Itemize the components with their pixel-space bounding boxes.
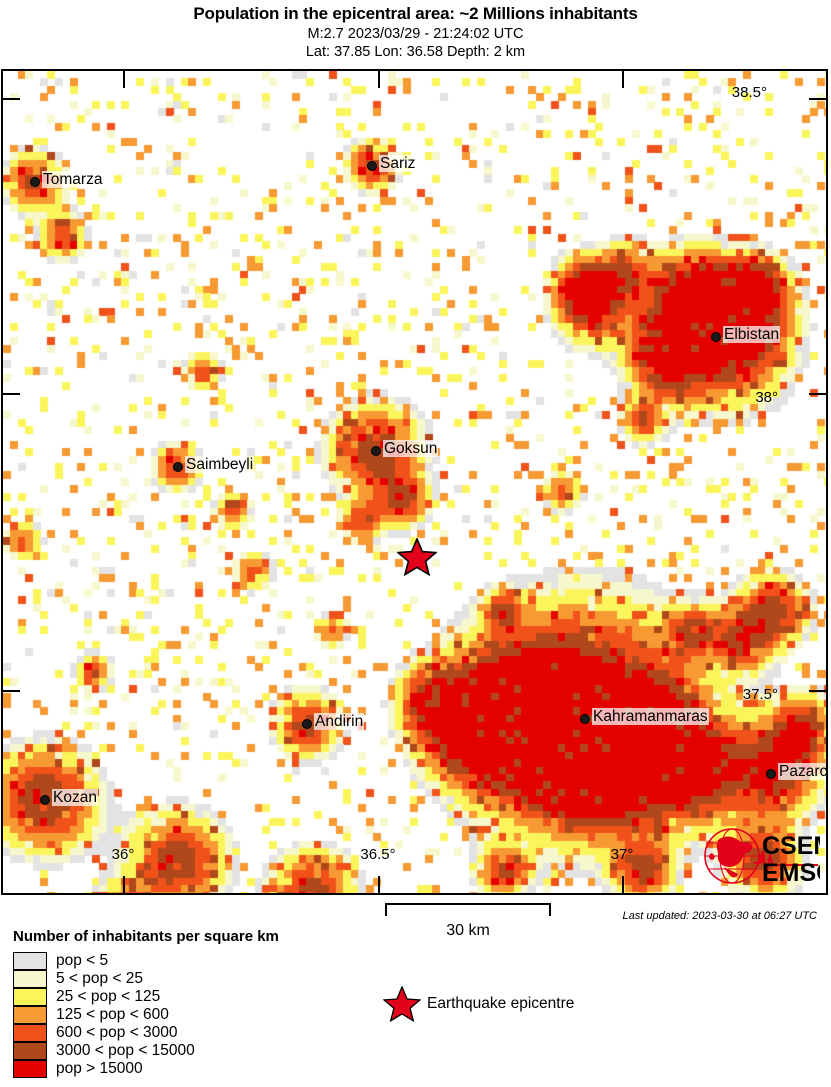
legend-row: 600 < pop < 3000 (13, 1024, 413, 1042)
legend: Number of inhabitants per square km pop … (13, 928, 413, 1078)
city-label: Pazarcik (778, 763, 826, 780)
legend-color-swatch (13, 988, 47, 1006)
legend-color-swatch (13, 1042, 47, 1060)
legend-color-swatch (13, 1060, 47, 1078)
graticule-tick (123, 876, 125, 893)
population-raster-canvas (3, 71, 826, 893)
legend-row: 25 < pop < 125 (13, 988, 413, 1006)
legend-row: pop > 15000 (13, 1060, 413, 1078)
scale-bar-label: 30 km (446, 922, 490, 939)
legend-item-label: 5 < pop < 25 (56, 970, 144, 987)
graticule-tick (3, 98, 20, 100)
city-label: Andirin (314, 713, 365, 730)
graticule-label: 37° (610, 846, 634, 863)
logo-line2: EMSC (762, 859, 820, 887)
legend-color-swatch (13, 1024, 47, 1042)
city-dot-icon (302, 719, 312, 729)
city-dot-icon (30, 177, 40, 187)
city-dot-icon (173, 462, 183, 472)
legend-row: 5 < pop < 25 (13, 970, 413, 988)
city-label: Elbistan (723, 326, 781, 343)
graticule-tick (622, 71, 624, 88)
logo-line1: CSEM (762, 832, 820, 860)
legend-color-swatch (13, 970, 47, 988)
graticule-label: 38° (755, 389, 778, 406)
graticule-tick (809, 690, 826, 692)
event-magnitude-time: M:2.7 2023/03/29 - 21:24:02 UTC (307, 26, 524, 42)
legend-item-label: 25 < pop < 125 (56, 988, 161, 1005)
city-dot-icon (711, 332, 721, 342)
city-label: Tomarza (42, 171, 104, 188)
graticule-tick (3, 393, 20, 395)
city-label: Goksun (383, 440, 439, 457)
legend-color-swatch (13, 952, 47, 970)
graticule-tick (809, 98, 826, 100)
legend-item-label: pop > 15000 (56, 1060, 143, 1077)
scale-bar-line (385, 903, 551, 916)
graticule-tick (809, 393, 826, 395)
legend-row: 3000 < pop < 15000 (13, 1042, 413, 1060)
city-dot-icon (371, 446, 381, 456)
city-label: Saimbeyli (185, 456, 255, 473)
city-label: Kahramanmaras (592, 708, 709, 725)
city-dot-icon (40, 795, 50, 805)
graticule-tick (378, 876, 380, 893)
legend-item-label: pop < 5 (56, 952, 109, 969)
legend-item-label: 3000 < pop < 15000 (56, 1042, 195, 1059)
graticule-label: 38.5° (731, 84, 767, 101)
city-dot-icon (580, 714, 590, 724)
legend-item-label: 125 < pop < 600 (56, 1006, 169, 1023)
legend-color-swatch (13, 1006, 47, 1024)
event-location: Lat: 37.85 Lon: 36.58 Depth: 2 km (305, 44, 526, 60)
epicentre-star-icon (383, 986, 421, 1022)
city-label: Kozan (52, 789, 98, 806)
population-density-map[interactable]: 38.5° 38° 37.5° 36° 36.5° 37° Tomarza Sariz Elb… (1, 69, 828, 895)
scale-bar: 30 km (385, 903, 551, 940)
graticule-label: 36.5° (360, 846, 396, 863)
population-raster (3, 71, 826, 893)
city-label: Sariz (379, 155, 417, 172)
legend-item-label: 600 < pop < 3000 (56, 1024, 178, 1041)
graticule-tick (3, 690, 20, 692)
city-dot-icon (367, 161, 377, 171)
graticule-label: 36° (111, 846, 135, 863)
legend-row: 125 < pop < 600 (13, 1006, 413, 1024)
legend-row: pop < 5 (13, 952, 413, 970)
page-title: Population in the epicentral area: ~2 Mi… (193, 4, 638, 23)
graticule-tick (123, 71, 125, 88)
csem-emsc-logo: CSEM EMSC (702, 823, 820, 889)
last-updated-text: Last updated: 2023-03-30 at 06:27 UTC (622, 910, 817, 922)
legend-title: Number of inhabitants per square km (13, 928, 279, 945)
graticule-label: 37.5° (742, 686, 778, 703)
legend-epicentre-label: Earthquake epicentre (427, 995, 575, 1012)
city-dot-icon (766, 769, 776, 779)
legend-epicentre-item: Earthquake epicentre (383, 986, 574, 1022)
graticule-tick (622, 876, 624, 893)
header: Population in the epicentral area: ~2 Mi… (0, 0, 831, 60)
graticule-tick (378, 71, 380, 88)
